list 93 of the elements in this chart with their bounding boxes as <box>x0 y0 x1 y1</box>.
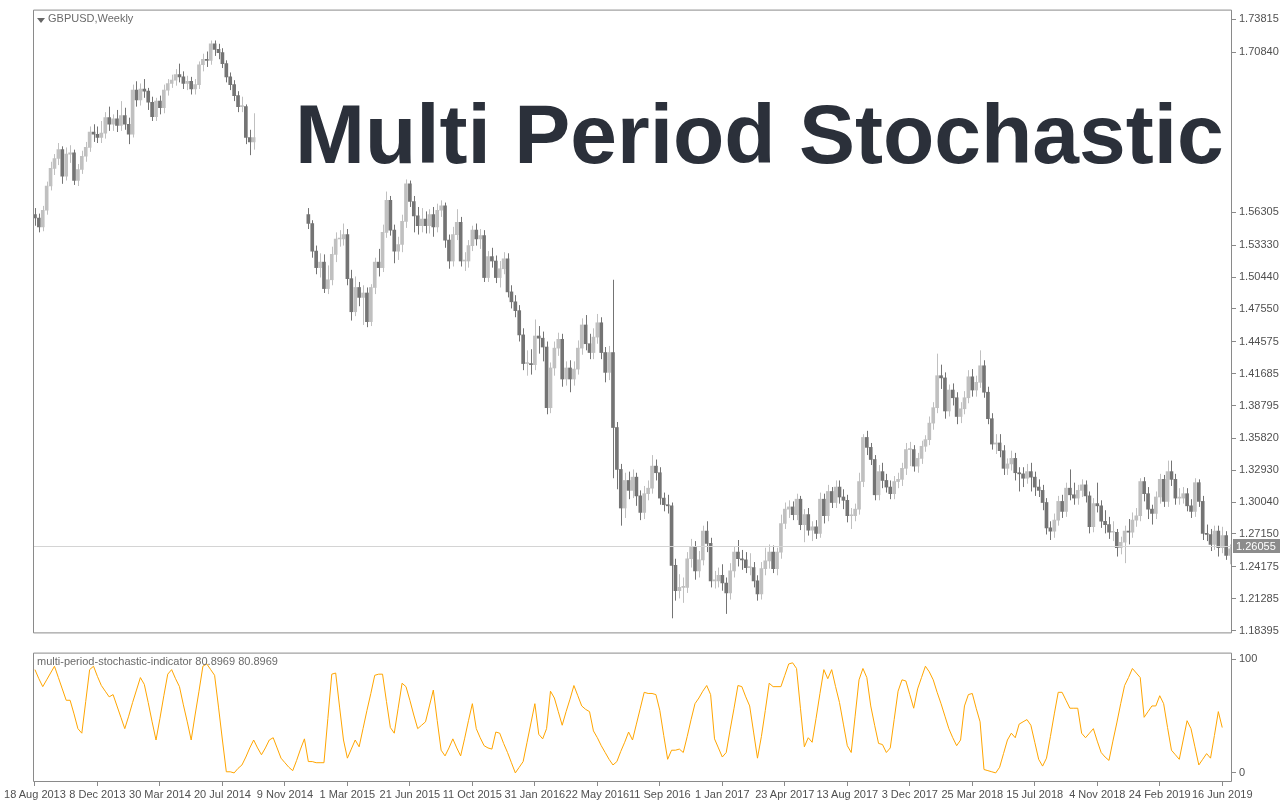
text: Multi Period Stochastic <box>295 87 1224 180</box>
x-tick-label: 31 Jan 2016 <box>504 787 566 800</box>
candlestick <box>720 563 725 592</box>
candlestick <box>947 384 951 417</box>
x-tick-label: 13 Aug 2017 <box>816 787 879 800</box>
candlestick <box>497 260 502 288</box>
candlestick <box>478 228 483 250</box>
candlestick <box>435 203 440 233</box>
y-tick-label: 1.44575 <box>1239 334 1279 347</box>
x-tick-label: 1 Mar 2015 <box>319 787 376 800</box>
candlestick <box>1224 530 1228 561</box>
x-tick-label: 24 Feb 2019 <box>1128 787 1191 800</box>
y-tick-label: 1.47550 <box>1239 302 1279 315</box>
candlestick <box>361 284 365 326</box>
x-tick-label: 23 Apr 2017 <box>755 787 815 800</box>
y-tick-label: 1.18395 <box>1239 623 1279 636</box>
y-tick-label: 100 <box>1239 652 1258 665</box>
candlestick <box>829 486 834 509</box>
candlestick <box>431 206 436 238</box>
candlestick <box>1220 526 1225 554</box>
candlestick <box>1126 518 1131 545</box>
x-tick-label: 21 Jun 2015 <box>379 787 441 800</box>
candlestick <box>970 368 975 398</box>
x-tick-label: 30 Mar 2014 <box>129 787 191 800</box>
candlestick <box>486 250 490 283</box>
y-tick-label: 1.41685 <box>1239 366 1279 379</box>
candlestick <box>119 100 123 132</box>
candlestick <box>162 84 166 114</box>
candlestick <box>1064 482 1068 518</box>
y-tick-label: 1.38795 <box>1239 398 1279 411</box>
candlestick <box>736 539 740 567</box>
candlestick <box>1075 484 1080 506</box>
candlestick <box>1068 468 1072 501</box>
candlestick <box>154 97 158 122</box>
x-tick-label: 18 Aug 2013 <box>4 787 66 800</box>
chart-subtitle: GBPUSD,Weekly <box>48 12 134 25</box>
candlestick <box>892 475 896 500</box>
y-tick-label: 1.21285 <box>1239 591 1279 604</box>
y-tick-label: 0 <box>1239 765 1246 778</box>
candlestick <box>64 146 69 182</box>
x-tick-label: 15 Jul 2018 <box>1006 787 1064 800</box>
candlestick <box>525 349 529 377</box>
y-tick-label: 1.53330 <box>1239 238 1279 251</box>
candlestick <box>177 63 182 83</box>
candlestick <box>849 507 854 530</box>
x-tick-label: 3 Dec 2017 <box>881 787 938 800</box>
x-tick-label: 8 Dec 2013 <box>69 787 126 800</box>
candlestick <box>810 520 814 542</box>
candlestick <box>103 111 108 140</box>
x-tick-label: 11 Oct 2015 <box>442 787 502 800</box>
candlestick <box>107 106 111 132</box>
candlestick <box>536 325 541 355</box>
chart-title: multi-period-stochastic-indicator 80.8969 80.8969 <box>37 655 278 668</box>
y-tick-label: 1.27150 <box>1239 526 1279 539</box>
ref-line-label: 1.26055 <box>1236 539 1276 552</box>
candlestick <box>568 359 572 393</box>
candlestick <box>642 485 647 520</box>
candlestick <box>806 507 811 537</box>
candlestick <box>1111 520 1115 542</box>
candlestick <box>357 281 361 307</box>
candlestick <box>865 430 869 456</box>
y-tick-label: 1.56305 <box>1239 205 1279 218</box>
x-tick-label: 25 Mar 2018 <box>941 787 1004 800</box>
candlestick <box>318 252 322 279</box>
x-tick-label: 4 Nov 2018 <box>1069 787 1126 800</box>
y-tick-label: 1.73815 <box>1239 12 1279 25</box>
x-tick-label: 11 Sep 2016 <box>629 787 691 800</box>
candlestick <box>1021 466 1025 488</box>
candlestick <box>911 444 916 473</box>
candlestick <box>1029 462 1033 492</box>
x-tick-label: 9 Nov 2014 <box>256 787 314 800</box>
x-tick-label: 1 Jan 2017 <box>695 787 750 800</box>
candlestick <box>122 107 127 131</box>
y-tick-label: 1.24175 <box>1239 559 1279 572</box>
candlestick <box>822 493 826 524</box>
candlestick <box>1013 452 1018 481</box>
candlestick <box>158 95 162 115</box>
candlestick <box>142 78 147 99</box>
x-tick-label: 22 May 2016 <box>565 787 630 800</box>
y-tick-label: 1.70840 <box>1239 45 1279 58</box>
x-tick-label: 16 Jun 2019 <box>1191 787 1253 800</box>
y-tick-label: 1.35820 <box>1239 431 1279 444</box>
candlestick <box>564 360 568 387</box>
x-tick-label: 20 Jul 2014 <box>193 787 251 800</box>
candlestick <box>474 223 479 247</box>
candlestick <box>1025 463 1029 485</box>
candlestick <box>771 545 775 574</box>
y-tick-label: 1.50440 <box>1239 270 1279 283</box>
y-tick-label: 1.32930 <box>1239 463 1279 476</box>
candlestick <box>1114 528 1119 558</box>
y-tick-label: 1.30040 <box>1239 495 1279 508</box>
candlestick <box>1060 494 1064 519</box>
candlestick <box>743 551 748 574</box>
